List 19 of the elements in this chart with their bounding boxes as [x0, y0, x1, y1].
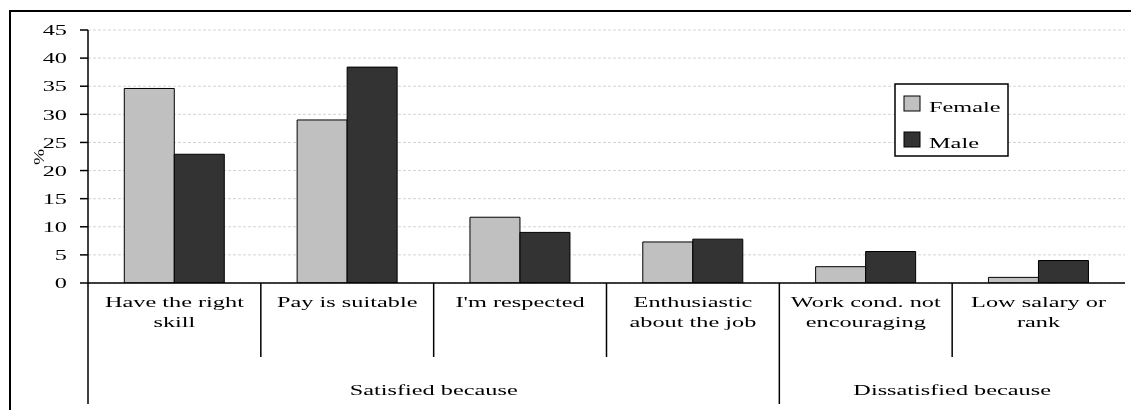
x-tick-label: Enthusiastic about the job: [629, 293, 757, 331]
y-tick-label: 40: [42, 49, 67, 67]
x-tick-label: I'm respected: [455, 293, 585, 311]
legend-label: Female: [929, 98, 1001, 115]
x-tick-label: Work cond. not encouraging: [790, 293, 942, 331]
x-tick-label: Low salary or rank: [971, 293, 1107, 330]
y-tick-label: 10: [42, 218, 67, 235]
y-tick-label: 0: [54, 274, 67, 292]
y-tick-label: 5: [54, 246, 67, 264]
y-tick-label: 15: [42, 190, 67, 207]
x-tick-label: Have the right skill: [104, 293, 245, 330]
text: Satisfied because: [349, 381, 518, 398]
text: Dissatisfied because: [853, 381, 1052, 398]
x-tick-label: Pay is suitable: [277, 293, 418, 311]
y-tick-label: 25: [42, 134, 67, 151]
y-tick-label: 30: [42, 106, 67, 123]
legend-label: Male: [929, 134, 979, 151]
y-tick-label: 35: [42, 78, 67, 95]
y-tick-label: 45: [42, 21, 67, 39]
